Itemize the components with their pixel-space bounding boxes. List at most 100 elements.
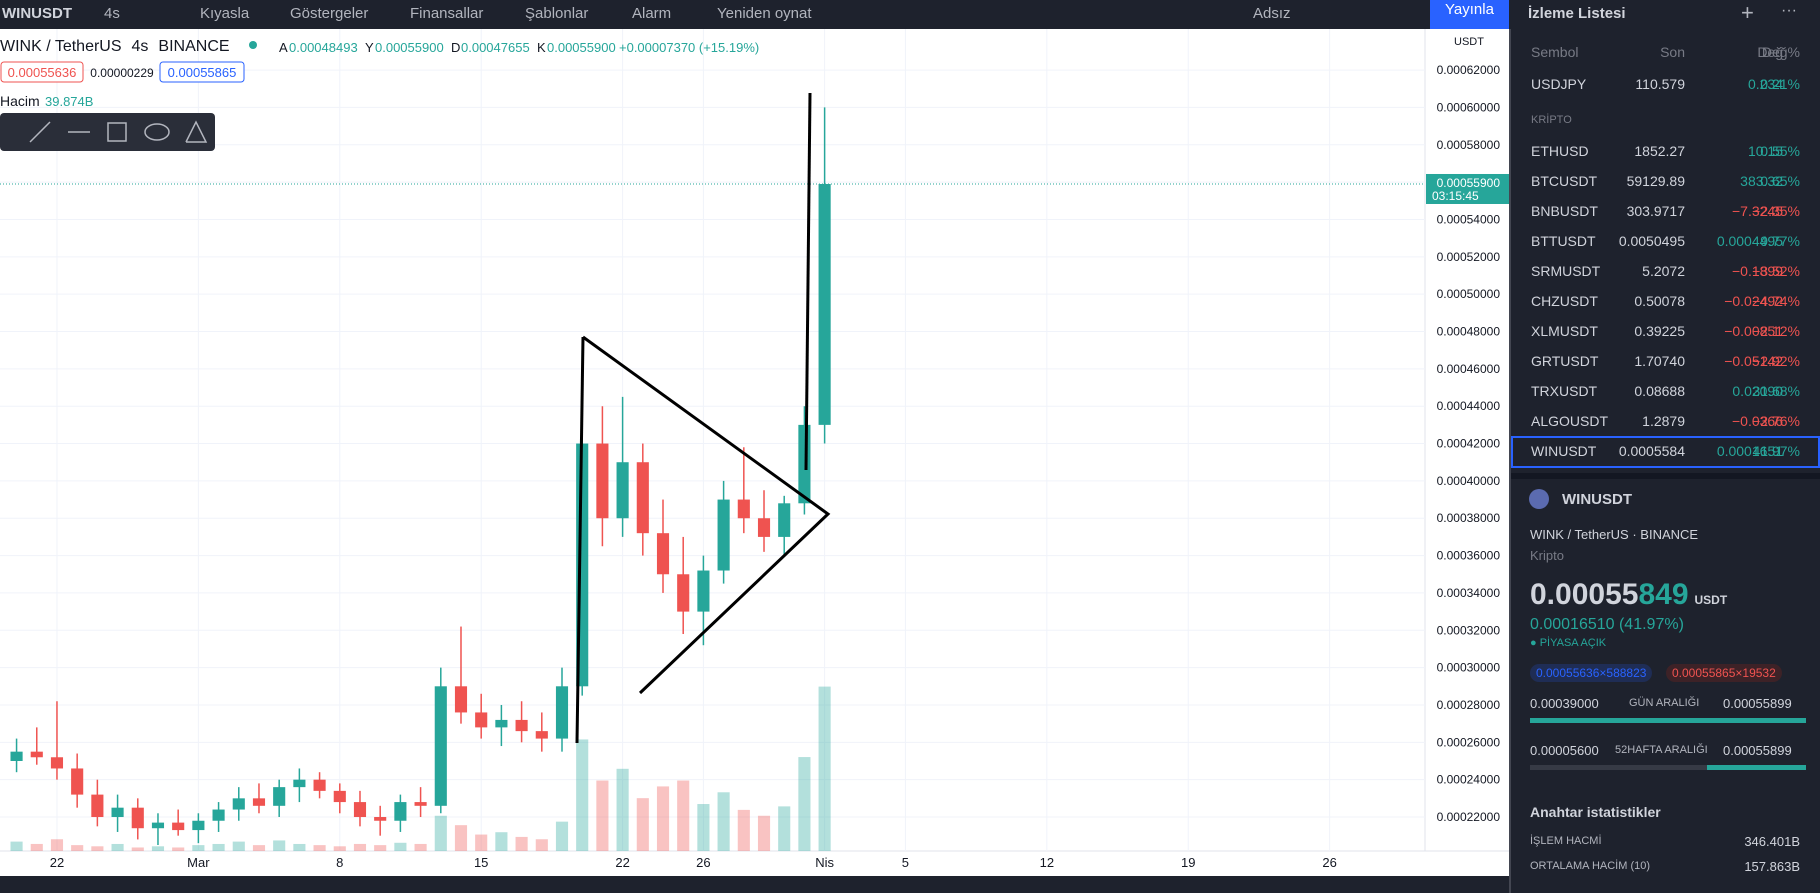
toolbar-item[interactable]: Alarm: [632, 5, 672, 22]
candle-body: [636, 462, 649, 534]
row-last: 0.39225: [1634, 323, 1685, 339]
row-symbol[interactable]: WINUSDT: [1531, 443, 1597, 459]
candle-body: [353, 802, 367, 818]
toolbar-item[interactable]: Kıyasla: [200, 5, 250, 22]
bid-box: [0, 61, 84, 83]
row-last: 0.08688: [1634, 383, 1685, 399]
add-button[interactable]: +: [1741, 0, 1754, 25]
volume-bar: [353, 843, 367, 851]
toolbar-item[interactable]: Finansallar: [410, 5, 484, 22]
bid: 0.00055636×588823: [1530, 664, 1653, 682]
row-last: 5.2072: [1642, 263, 1685, 279]
row-change: −7.3245: [1732, 203, 1783, 219]
row-change: 10.15: [1747, 143, 1783, 159]
tool-rect[interactable]: [107, 122, 127, 142]
y-tick-label: 0.00042000: [1437, 437, 1501, 451]
row-symbol[interactable]: BTCUSDT: [1531, 173, 1598, 189]
ohlc-key: Y: [365, 40, 374, 55]
candle-body: [616, 462, 629, 519]
row-last: 0.0005584: [1618, 443, 1685, 459]
price-tag-value: 0.00055900: [1437, 176, 1501, 190]
section-label: KRİPTO: [1531, 114, 1572, 126]
volume-bar: [555, 821, 569, 851]
week-label: 52HAFTA ARALIĞI: [1615, 744, 1708, 756]
tool-triangle[interactable]: [185, 120, 208, 143]
symbol[interactable]: WINUSDT: [2, 5, 72, 22]
volume-bar: [394, 842, 407, 851]
row-symbol[interactable]: SRMUSDT: [1531, 263, 1601, 279]
row-symbol[interactable]: TRXUSDT: [1531, 383, 1598, 399]
candle-body: [71, 768, 84, 795]
row-last: 110.579: [1635, 76, 1685, 92]
toolbar-item[interactable]: Şablonlar: [525, 5, 589, 22]
publish-button[interactable]: Yayınla: [1430, 0, 1509, 29]
volume-bar: [737, 809, 750, 851]
drawings: [575, 92, 831, 744]
x-tick-label: 22: [615, 855, 629, 870]
row-symbol[interactable]: CHZUSDT: [1531, 293, 1598, 309]
day-range-bar: [1530, 718, 1806, 723]
menu-button[interactable]: ···: [1781, 2, 1797, 19]
tool-ellipse[interactable]: [144, 123, 170, 141]
x-tick-label: 15: [474, 855, 488, 870]
candle-body: [50, 757, 64, 769]
volume-bar: [535, 839, 548, 851]
row-symbol[interactable]: XLMUSDT: [1531, 323, 1598, 339]
drawing-tools[interactable]: [29, 120, 208, 143]
ohlc-key: D: [451, 40, 460, 55]
candle-body: [111, 807, 124, 818]
selected-row[interactable]: [1511, 436, 1820, 468]
y-tick-label: 0.00040000: [1437, 474, 1501, 488]
volume-bar: [778, 806, 791, 851]
row-symbol[interactable]: ETHUSD: [1531, 143, 1589, 159]
row-change: 0.234: [1747, 76, 1783, 92]
candle-body: [818, 183, 831, 425]
volume-bar: [192, 845, 205, 851]
day-high: 0.00055899: [1723, 696, 1792, 711]
row-symbol[interactable]: USDJPY: [1531, 76, 1587, 92]
toolbar-item[interactable]: Göstergeler: [290, 5, 369, 22]
tool-line[interactable]: [29, 121, 51, 143]
y-tick-label: 0.00036000: [1437, 549, 1501, 563]
candle-body: [131, 807, 144, 829]
week-low: 0.00005600: [1530, 743, 1599, 758]
column-header: Son: [1660, 44, 1685, 60]
candle-body: [656, 533, 670, 575]
watchlist-title[interactable]: İzleme Listesi: [1528, 5, 1626, 22]
row-change-pct: −2.12%: [1752, 323, 1800, 339]
separator: [1509, 0, 1511, 893]
interval[interactable]: 4s: [104, 5, 120, 22]
toolbar-item[interactable]: Yeniden oynat: [717, 5, 812, 22]
column-header: Değ: [1757, 44, 1783, 60]
row-last: 59129.89: [1626, 173, 1685, 189]
ohlc-value: 0.00047655: [461, 40, 530, 55]
row-change: −0.1899: [1732, 263, 1783, 279]
candle-body: [151, 822, 165, 829]
candle-body: [515, 719, 528, 732]
stats-title: Anahtar istatistikler: [1530, 804, 1661, 820]
volume-bar: [717, 792, 730, 851]
layout-name[interactable]: Adsız: [1253, 5, 1291, 22]
row-symbol[interactable]: BTTUSDT: [1531, 233, 1596, 249]
volume-bar: [636, 798, 649, 851]
volume-bar: [596, 780, 609, 851]
y-tick-label: 0.00048000: [1437, 325, 1501, 339]
candle-body: [293, 779, 306, 788]
candle-body: [232, 798, 245, 810]
chart: USDT WINK / TetherUS 4s BINANCE A 0.0004849…: [0, 0, 1511, 893]
volume-bar: [677, 780, 690, 851]
row-change: 383.32: [1740, 173, 1783, 189]
stat-value: 346.401B: [1744, 834, 1800, 849]
row-change: 0.0004495: [1716, 233, 1783, 249]
row-symbol[interactable]: GRTUSDT: [1531, 353, 1599, 369]
candle-body: [454, 686, 468, 713]
row-symbol[interactable]: BNBUSDT: [1531, 203, 1598, 219]
row-symbol[interactable]: ALGOUSDT: [1531, 413, 1609, 429]
status-dot: [249, 41, 257, 49]
trend-line: [804, 92, 812, 471]
row-change-pct: 31.68%: [1752, 383, 1800, 399]
volume-bar: [252, 845, 266, 851]
row-change-pct: 41.97%: [1752, 443, 1800, 459]
candle-body: [313, 779, 326, 791]
price-main: 0.00055: [1530, 578, 1639, 611]
